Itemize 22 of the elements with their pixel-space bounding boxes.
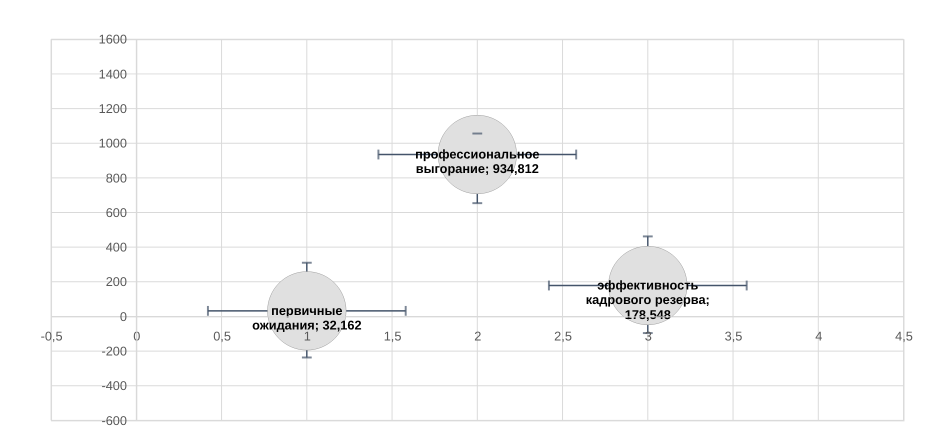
y-tick-label: 1400 <box>98 66 127 82</box>
y-tick-label: -200 <box>101 343 127 358</box>
y-tick-label: 1600 <box>98 32 127 47</box>
y-tick-label: -400 <box>101 378 127 394</box>
x-tick-label: 3,5 <box>724 328 742 344</box>
x-tick-label: -0,5 <box>40 328 63 344</box>
x-tick-label: 0,5 <box>213 328 231 344</box>
y-tick-label: 0 <box>120 308 127 324</box>
x-tick-label: 2 <box>474 328 482 344</box>
y-tick-label: 200 <box>106 274 127 290</box>
y-tick-label: 1000 <box>98 136 127 151</box>
x-tick-label: 4,5 <box>895 328 913 344</box>
y-tick-label: 400 <box>106 240 127 255</box>
x-tick-label: 0 <box>133 328 140 344</box>
annotation: профессиональное выгорание; 934,812 <box>415 146 540 176</box>
x-tick-label: 4 <box>815 328 822 344</box>
y-tick-label: 1200 <box>98 101 127 116</box>
y-tick-label: 800 <box>106 170 127 186</box>
y-tick-label: -600 <box>101 412 127 428</box>
x-tick-label: 1,5 <box>384 328 402 344</box>
x-tick-label: 2,5 <box>554 328 572 344</box>
y-tick-label: 600 <box>106 204 127 220</box>
